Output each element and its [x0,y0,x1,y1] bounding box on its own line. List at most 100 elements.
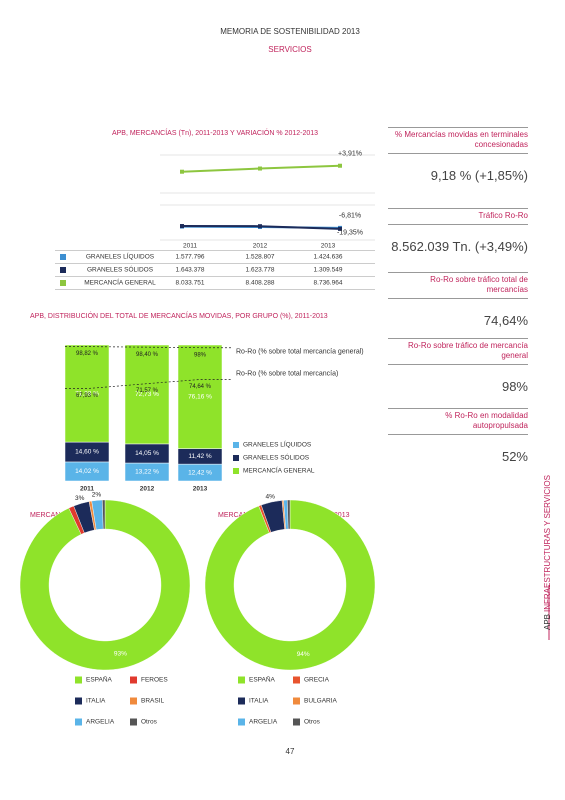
legend-swatch [60,280,66,286]
legend-swatch [293,676,300,684]
indicator: % Mercancías movidas en terminales conce… [388,127,528,183]
legend-swatch [130,697,137,705]
reference-label: 98% [194,352,207,358]
segment-label: 14,05 % [135,450,159,457]
table-cell: 1.643.378 [176,267,205,274]
legend-label: MERCANCÍA GENERAL [243,466,315,475]
bar-segment [177,344,223,449]
table-cell: 1.309.549 [314,267,343,274]
indicator-value: 8.562.039 Tn. (+3,49%) [391,239,528,254]
chart-title: APB, DISTRIBUCIÓN DEL TOTAL DE MERCANCÍA… [30,311,328,320]
legend-swatch [60,267,66,273]
change-label: -6,81% [339,213,361,220]
segment-label: 12,42 % [188,469,212,476]
donut-slice [102,499,106,530]
point [338,163,342,168]
legend-label: GRANELES LÍQUIDOS [243,440,312,449]
legend-swatch [130,718,137,726]
segment-label: 14,60 % [75,449,99,456]
point [258,224,262,229]
side-tab: APB INFRAESTRUCTURAS Y SERVICIOS [543,475,552,630]
page-number: 47 [286,747,295,756]
indicator-value: 9,18 % (+1,85%) [430,168,528,183]
legend-label: FEROES [141,677,168,684]
slice-label: 94% [297,651,310,658]
legend-swatch [130,676,137,684]
chart-title: APB, MERCANCÍAS (Tn), 2011-2013 Y VARIAC… [112,128,318,137]
reference-name: Ro-Ro (% sobre total mercancía) [236,370,338,377]
legend-label: MERCANCÍA GENERAL [84,278,156,287]
indicator: Ro-Ro sobre tráfico de mercancía general… [388,338,528,394]
x-tick-label: 2011 [80,486,94,493]
legend-swatch [233,442,239,448]
x-tick-label: 2012 [253,243,268,250]
indicator: Ro-Ro sobre tráfico total de mercancías 7… [388,272,528,328]
legend-swatch [75,676,82,684]
section-title: SERVICIOS [268,45,311,54]
reference-label: 98,82 % [76,351,99,357]
indicator-label: % Mercancías movidas en terminales conce… [388,127,528,154]
indicator-value: 52% [501,449,528,464]
table-cell: 1.528.807 [246,254,275,261]
indicator-label: Ro-Ro sobre tráfico total de mercancías [388,272,528,299]
indicator: Tráfico Ro-Ro 8.562.039 Tn. (+3,49%) [388,208,528,254]
legend-label: GRANELES SÓLIDOS [87,265,154,274]
side-text: INFRAESTRUCTURAS Y SERVICIOS [543,475,552,612]
segment-label: 13,22 % [135,469,159,476]
segment-label: 72,73 % [135,391,159,398]
reference-name: Ro-Ro (% sobre total mercancía general) [236,349,364,356]
legend-label: ESPAÑA [249,675,276,684]
legend-swatch [293,697,300,705]
legend-label: ESPAÑA [86,675,113,684]
point [338,226,342,231]
indicator-value: 98% [501,379,528,394]
reference-label: 74,64 % [189,384,212,390]
reference-line [65,346,232,349]
legend-swatch [75,718,82,726]
table-cell: 1.623.778 [246,267,275,274]
table-cell: 1.424.636 [314,254,343,261]
donut-slice [19,499,191,671]
legend-swatch [60,254,66,260]
segment-label: 71,38 % [75,390,99,397]
slice-label: 3% [75,495,85,502]
legend-label: GRANELES LÍQUIDOS [86,252,155,261]
indicator-label: Tráfico Ro-Ro [388,208,528,225]
x-tick-label: 2011 [183,243,197,250]
donut-slice [287,499,291,530]
legend-label: BULGARIA [304,698,338,705]
bar-segment [124,344,170,445]
legend-swatch [238,697,245,705]
table-cell: 8.736.964 [314,280,343,287]
legend-label: Otros [304,719,321,726]
doc-title: MEMORIA DE SOSTENIBILIDAD 2013 [220,27,360,36]
slice-label: 4% [266,493,276,500]
point [180,169,184,174]
legend-label: ITALIA [86,698,106,705]
indicator-value: 74,64% [483,313,528,328]
segment-label: 11,42 % [188,453,212,460]
legend-label: BRASIL [141,698,165,705]
x-tick-label: 2012 [140,486,155,493]
legend-label: GRECIA [304,677,330,684]
table-cell: 8.408.288 [246,280,275,287]
table-cell: 1.577.796 [176,254,205,261]
legend-label: ITALIA [249,698,269,705]
point [258,166,262,171]
legend-swatch [293,718,300,726]
segment-label: 76,16 % [188,394,212,401]
legend-swatch [238,676,245,684]
side-brand: APB [543,614,552,630]
x-tick-label: 2013 [193,486,208,493]
slice-label: 93% [114,651,127,658]
indicator: % Ro-Ro en modalidad autopropulsada 52% [388,408,528,464]
legend-swatch [238,718,245,726]
reference-label: 98,40 % [136,352,159,358]
legend-label: Otros [141,719,158,726]
legend-swatch [75,697,82,705]
change-label: -19,35% [337,230,363,237]
legend-label: ARGELIA [249,719,278,726]
slice-label: 2% [92,492,102,499]
